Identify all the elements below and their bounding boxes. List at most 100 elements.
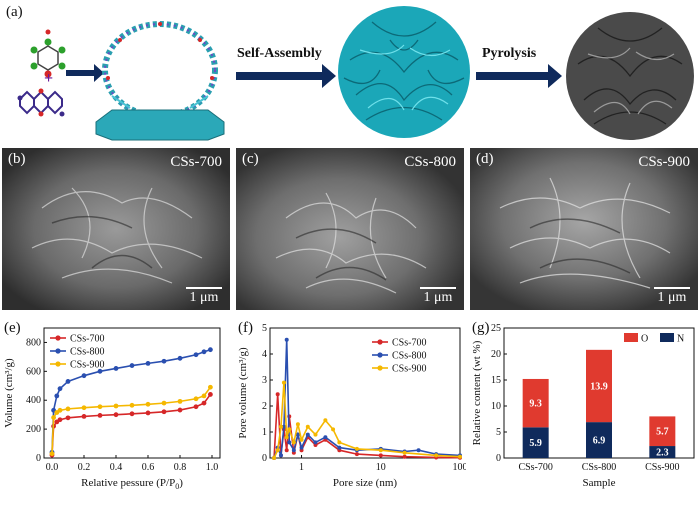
data-point <box>113 366 119 371</box>
data-point <box>113 403 119 409</box>
data-label: 6.9 <box>593 436 606 447</box>
x-tick-label: CSs-700 <box>518 462 552 473</box>
y-tick-label: 4 <box>262 349 267 360</box>
x-tick-label: CSs-900 <box>645 462 679 473</box>
data-point <box>354 446 359 451</box>
x-tick-label: 10 <box>376 462 386 473</box>
data-point <box>323 418 328 423</box>
data-point <box>313 440 318 445</box>
data-point <box>287 427 292 432</box>
data-point <box>54 393 60 399</box>
arrow-3 <box>476 64 562 88</box>
data-point <box>201 393 207 399</box>
bar-n-css-800 <box>586 422 612 458</box>
y-tick-label: 0 <box>36 453 41 464</box>
data-point <box>81 414 87 419</box>
scale-bar-b: 1 μm <box>186 287 222 306</box>
data-point <box>49 451 55 457</box>
x-tick-label: 0.8 <box>174 462 187 473</box>
data-point <box>177 355 183 361</box>
data-point <box>313 432 318 437</box>
y-tick-label: 1 <box>262 427 267 438</box>
panel-c-label: (c) <box>242 151 259 167</box>
legend-marker <box>377 339 383 345</box>
data-point <box>57 417 63 423</box>
data-point <box>416 448 421 453</box>
y-tick-label: 10 <box>491 401 501 412</box>
legend-entry: CSs-700 <box>392 338 426 349</box>
data-point <box>193 352 199 358</box>
arrow-2 <box>236 64 336 88</box>
monomer-molecule-2 <box>17 88 65 117</box>
self-assembly-label: Self-Assembly <box>237 46 322 61</box>
x-axis-label: Sample <box>583 477 616 489</box>
data-point <box>281 424 286 429</box>
legend-entry: CSs-900 <box>70 360 104 371</box>
data-point <box>272 456 277 460</box>
panel-g-label: (g) <box>472 320 490 336</box>
data-point <box>57 407 63 413</box>
data-point <box>295 422 300 427</box>
data-point <box>284 337 289 342</box>
bar-n-css-900 <box>649 446 676 458</box>
y-tick-label: 5 <box>262 323 267 334</box>
x-tick-label: 0.2 <box>78 462 91 473</box>
legend-entry: N <box>677 334 684 345</box>
data-point <box>145 410 151 416</box>
data-point <box>305 432 310 437</box>
data-point <box>129 402 135 408</box>
x-tick-label: 1 <box>299 462 304 473</box>
x-axis-label: Relative pessure (P/P0) <box>81 477 183 491</box>
data-point <box>378 453 383 458</box>
panel-f-label: (f) <box>238 320 253 336</box>
data-point <box>51 415 56 420</box>
x-tick-label: 100 <box>453 462 467 473</box>
data-point <box>57 386 63 392</box>
data-label: 2.3 <box>656 448 669 459</box>
data-point <box>331 427 336 432</box>
data-point <box>299 445 304 450</box>
monomer-molecule-1 <box>30 29 66 78</box>
chart-e-isotherm: (e) 0.0 0.2 0.4 0.6 0.8 1.0 0 200 400 600 800 Relati… <box>3 320 221 491</box>
y-tick-label: 200 <box>26 424 41 435</box>
scale-bar-c: 1 μm <box>420 287 456 306</box>
schematic-illustration: + <box>17 6 694 141</box>
data-point <box>97 412 103 418</box>
data-point <box>129 363 135 368</box>
data-point <box>113 412 119 418</box>
data-point <box>208 347 213 353</box>
y-tick-label: 3 <box>262 375 267 386</box>
substrate-plate <box>95 109 225 141</box>
data-point <box>284 448 289 453</box>
panel-c-title: CSs-800 <box>404 154 456 170</box>
plus-sign: + <box>44 70 53 87</box>
y-tick-label: 15 <box>491 375 501 386</box>
bar-o-css-900 <box>649 416 676 447</box>
plot-frame <box>43 327 221 459</box>
data-point <box>81 373 87 379</box>
sem-image-d: (d) CSs-900 1 μm <box>470 148 698 310</box>
data-point <box>402 450 407 455</box>
data-point <box>201 400 207 406</box>
y-axis-label: Volume (cm³/g) <box>3 358 15 428</box>
panel-b-label: (b) <box>8 151 26 167</box>
data-label: 9.3 <box>529 399 542 410</box>
data-point <box>97 368 103 374</box>
data-point <box>129 411 135 417</box>
data-point <box>278 424 283 429</box>
bar-n-css-700 <box>522 427 549 458</box>
data-point <box>65 379 71 384</box>
x-axis-label: Pore size (nm) <box>333 477 397 489</box>
data-label: 5.7 <box>656 427 669 438</box>
data-point <box>208 384 213 390</box>
data-point <box>291 440 296 445</box>
data-point <box>278 453 283 458</box>
flower-sphere-teal <box>338 6 470 138</box>
data-point <box>284 435 289 440</box>
sem-image-c: (c) CSs-800 1 μm <box>236 148 464 310</box>
y-tick-label: 25 <box>491 323 501 334</box>
data-point <box>145 401 151 407</box>
data-point <box>434 453 439 458</box>
data-point <box>145 360 151 366</box>
data-label: 5.9 <box>529 438 542 449</box>
